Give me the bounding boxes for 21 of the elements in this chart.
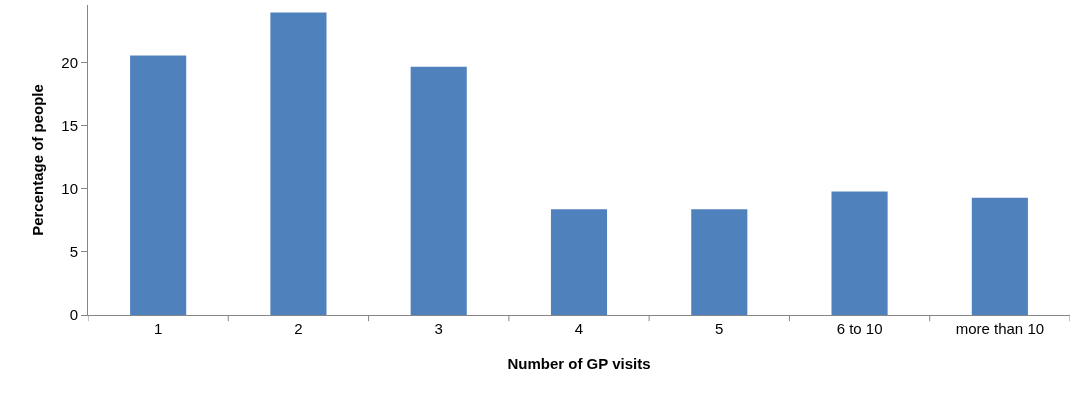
bar xyxy=(410,66,467,315)
y-tick-label: 15 xyxy=(61,117,78,135)
bar xyxy=(691,209,748,315)
bar xyxy=(270,12,327,315)
x-tick-label: 2 xyxy=(294,320,303,337)
y-tick-label: 10 xyxy=(61,180,78,198)
y-tick-label: 0 xyxy=(69,306,78,324)
bar xyxy=(550,209,608,315)
bar xyxy=(130,55,187,315)
x-tick-label: 1 xyxy=(153,320,163,337)
bar xyxy=(831,191,888,315)
x-tick-label: more than 10 xyxy=(955,320,1045,337)
x-tick-label: 4 xyxy=(574,320,584,337)
x-tick-label: 6 to 10 xyxy=(836,320,883,337)
x-tick-label: 3 xyxy=(434,320,443,337)
y-tick-label: 5 xyxy=(69,243,78,261)
x-tick-label: 5 xyxy=(715,320,724,337)
bar xyxy=(971,197,1028,315)
x-axis-title: Number of GP visits xyxy=(507,355,651,372)
y-axis-title: Percentage of people xyxy=(28,84,46,236)
y-tick-label: 20 xyxy=(61,54,78,72)
